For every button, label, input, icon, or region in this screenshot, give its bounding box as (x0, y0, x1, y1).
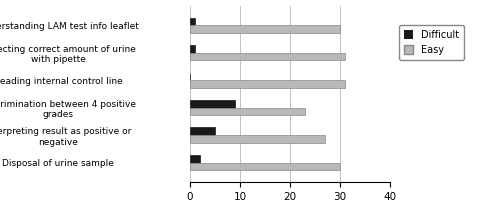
Bar (190, 163, 340, 170)
Bar (190, 18, 195, 25)
Bar (190, 25, 340, 33)
Bar (190, 108, 305, 115)
Bar (190, 127, 215, 135)
Legend: Difficult, Easy: Difficult, Easy (399, 25, 464, 60)
Bar (190, 53, 345, 60)
Bar (190, 135, 325, 143)
Bar (190, 80, 345, 88)
Bar (190, 45, 195, 53)
Bar (190, 100, 235, 108)
Bar (190, 155, 200, 163)
